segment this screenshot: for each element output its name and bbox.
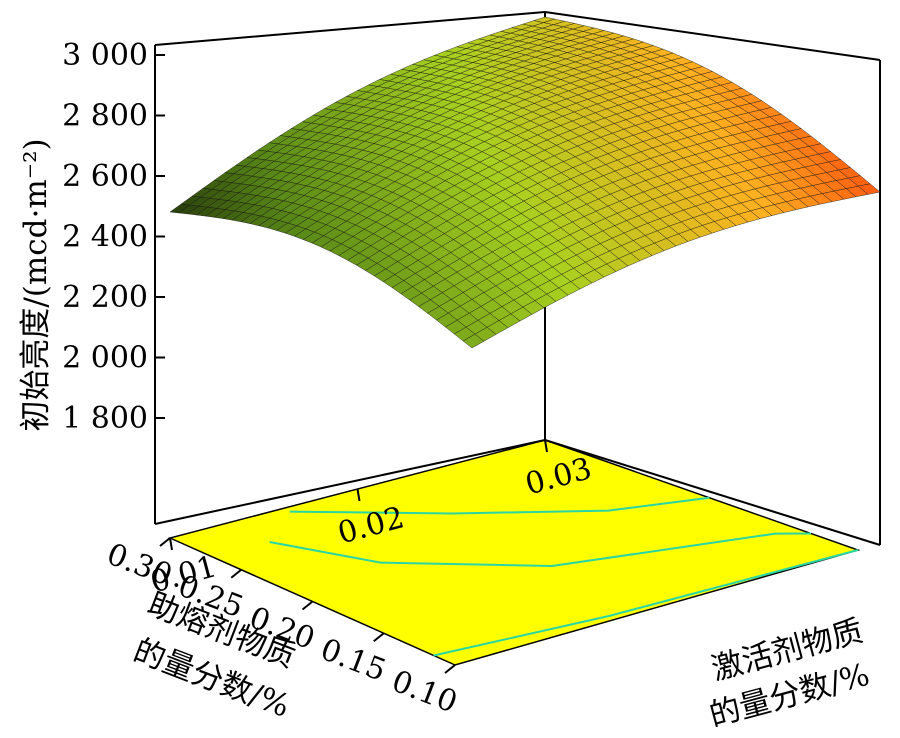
floor-contour-line-3 <box>433 549 859 657</box>
z-tick-label: 2 400 <box>62 220 148 255</box>
x-tick-mark <box>301 600 314 611</box>
x-tick-mark <box>230 568 242 579</box>
x-tick-label: 0.10 <box>387 664 462 721</box>
x-tick-label: 0.15 <box>316 632 391 689</box>
surface-facet <box>857 183 881 195</box>
z-tick-label: 2 000 <box>62 341 148 376</box>
x-tick-mark <box>444 664 456 674</box>
y-tick-mark <box>356 488 361 502</box>
z-tick-label: 1 800 <box>62 401 148 436</box>
y-tick-mark <box>544 439 548 453</box>
frame-top-right <box>544 11 881 61</box>
frame-floor-back-left <box>154 439 546 525</box>
x-tick-mark <box>373 632 385 643</box>
z-tick-label: 2 600 <box>62 159 148 194</box>
z-tick-label: 2 200 <box>62 280 148 315</box>
frame-floor-back-right <box>544 439 881 546</box>
z-tick-label: 3 000 <box>62 38 148 73</box>
floor-contour-line-1 <box>269 532 812 568</box>
z-tick-label: 2 800 <box>62 99 148 134</box>
floor-contour-plane <box>167 439 861 666</box>
response-surface <box>169 16 881 349</box>
z-axis-label: 初始亮度/(mcd·m⁻²) <box>18 138 54 431</box>
y-tick-mark <box>169 537 173 551</box>
floor-contour-line-2 <box>289 496 710 515</box>
x-tick-mark <box>159 537 171 547</box>
frame-top-left <box>154 11 546 46</box>
